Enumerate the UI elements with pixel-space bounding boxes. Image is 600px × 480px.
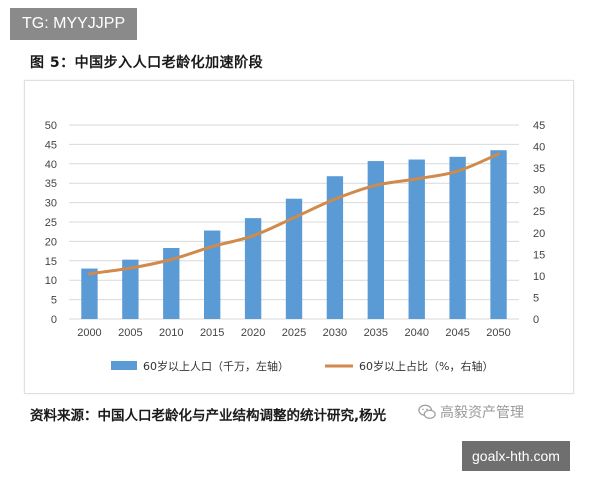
x-tick-label: 2010 xyxy=(159,327,183,339)
x-tick-label: 2025 xyxy=(282,327,306,339)
watermark-text: 高毅资产管理 xyxy=(440,405,524,421)
bar-2030 xyxy=(326,176,344,319)
source-note: 资料来源：中国人口老龄化与产业结构调整的统计研究,杨光 xyxy=(30,404,386,424)
left-tick-label: 25 xyxy=(45,217,57,229)
bar-2015 xyxy=(204,230,221,319)
line-point-2000 xyxy=(88,272,91,275)
watermark: 高毅资产管理 xyxy=(418,402,524,422)
left-tick-label: 5 xyxy=(51,295,57,307)
figure-title: 图 5：中国步入人口老龄化加速阶段 xyxy=(30,55,264,71)
right-tick-label: 25 xyxy=(533,206,545,218)
line-point-2010 xyxy=(170,258,173,261)
right-tick-label: 15 xyxy=(533,249,545,261)
line-point-2040 xyxy=(415,177,418,181)
right-tick-label: 10 xyxy=(533,271,545,283)
line-point-2050 xyxy=(497,152,500,156)
source-text: 资料来源：中国人口老龄化与产业结构调整的统计研究,杨光 xyxy=(30,408,387,424)
x-tick-label: 2020 xyxy=(241,327,265,339)
line-point-2045 xyxy=(456,169,459,173)
legend-bar-label: 60岁以上人口（千万，左轴） xyxy=(143,359,289,373)
right-tick-label: 35 xyxy=(533,163,545,175)
bar-2000 xyxy=(81,268,98,319)
chart-frame: 0 5 10 15 20 25 30 35 40 45 50 0 5 10 15 20 25 30 35 40 45 … xyxy=(24,80,574,394)
bar-2025 xyxy=(285,198,303,319)
left-tick-label: 35 xyxy=(45,178,57,190)
bottom-watermark-tag: goalx-hth.com xyxy=(462,441,570,471)
left-tick-label: 30 xyxy=(45,198,57,210)
bar-2045 xyxy=(449,156,466,319)
line-point-2015 xyxy=(210,245,214,248)
bar-2010 xyxy=(163,247,180,319)
x-tick-label: 2015 xyxy=(200,327,224,339)
right-tick-label: 0 xyxy=(533,314,539,326)
x-tick-label: 2050 xyxy=(486,327,510,339)
bar-2005 xyxy=(122,259,139,319)
right-tick-label: 40 xyxy=(533,142,545,154)
left-axis-ticks: 0 5 10 15 20 25 30 35 40 45 50 xyxy=(45,120,57,326)
x-axis-ticks: 2000 2005 2010 2015 2020 2025 2030 2035 2040 2045… xyxy=(77,327,511,339)
x-tick-label: 2040 xyxy=(404,327,428,339)
left-tick-label: 45 xyxy=(45,139,57,151)
left-tick-label: 50 xyxy=(45,120,57,132)
line-point-2020 xyxy=(251,234,255,237)
x-tick-label: 2045 xyxy=(445,327,469,339)
right-axis-ticks: 0 5 10 15 20 25 30 35 40 45 xyxy=(533,120,545,326)
right-tick-label: 30 xyxy=(533,185,545,197)
legend: 60岁以上人口（千万，左轴） 60岁以上占比（%，右轴） xyxy=(111,359,493,373)
left-tick-label: 40 xyxy=(45,159,57,171)
bar-2040 xyxy=(408,159,425,319)
x-tick-label: 2035 xyxy=(364,327,388,339)
left-tick-label: 15 xyxy=(45,256,57,268)
line-point-2005 xyxy=(129,266,132,270)
right-tick-label: 45 xyxy=(533,120,545,132)
bar-2035 xyxy=(367,161,384,319)
bar-2050 xyxy=(490,150,507,319)
legend-line-label: 60岁以上占比（%，右轴） xyxy=(359,359,493,373)
right-tick-label: 20 xyxy=(533,228,545,240)
right-tick-label: 5 xyxy=(533,292,539,304)
line-point-2030 xyxy=(333,197,337,201)
left-tick-label: 10 xyxy=(45,275,57,287)
line-series xyxy=(87,152,501,276)
left-tick-label: 0 xyxy=(51,314,57,326)
x-tick-label: 2005 xyxy=(118,327,142,339)
bar-series xyxy=(81,150,507,319)
left-tick-label: 20 xyxy=(45,236,57,248)
wechat-icon xyxy=(418,404,436,419)
line-point-2025 xyxy=(292,216,296,219)
legend-bar-swatch xyxy=(111,361,137,370)
top-watermark-tag: TG: MYYJJPP xyxy=(10,8,138,40)
x-tick-label: 2030 xyxy=(323,327,347,339)
x-tick-label: 2000 xyxy=(77,327,101,339)
line-point-2035 xyxy=(374,184,378,187)
bar-2020 xyxy=(244,218,262,319)
